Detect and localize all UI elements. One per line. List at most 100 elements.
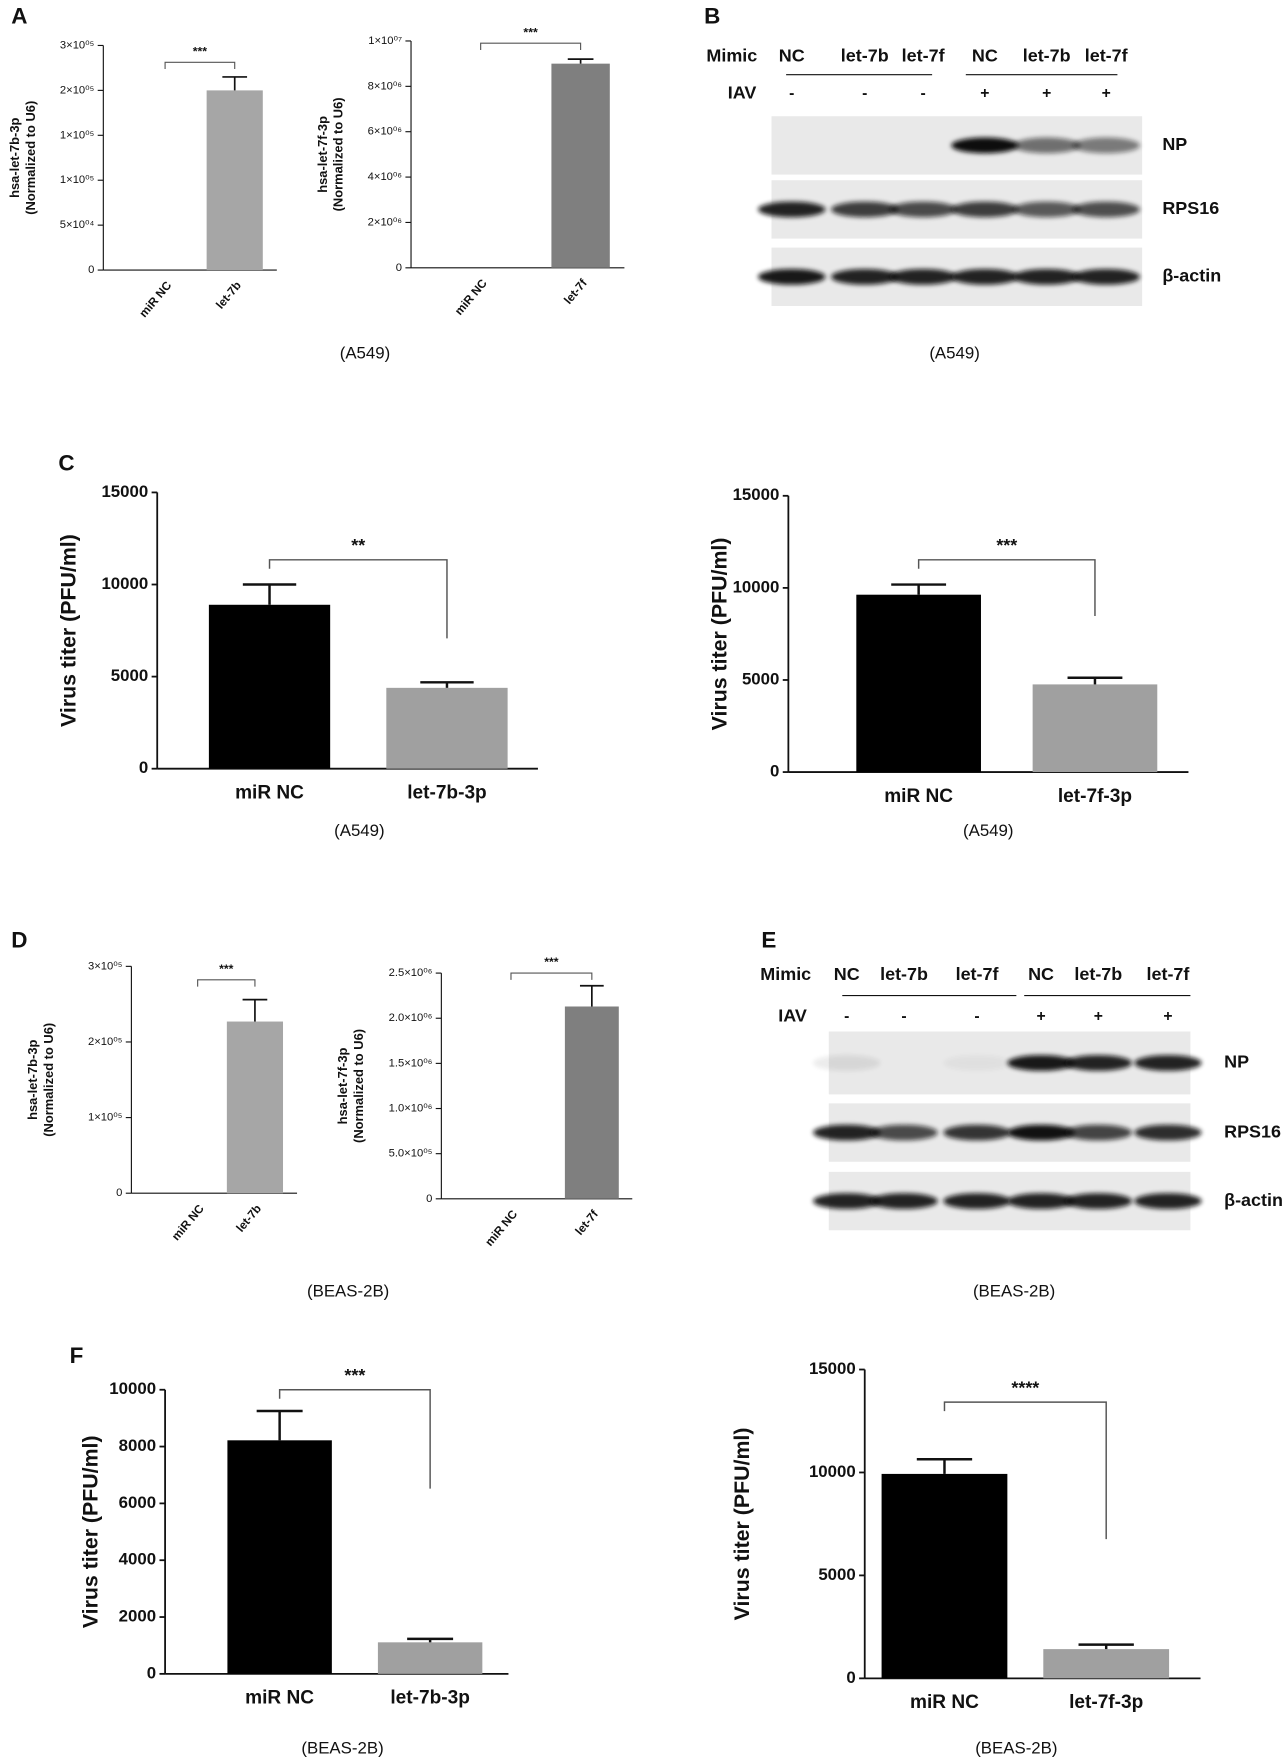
x-tick-label: miR NC (170, 1202, 208, 1243)
lane-label: let-7f (902, 45, 946, 65)
blot-band (813, 1055, 881, 1071)
y-axis-label: hsa-let-7b-3p (7, 117, 22, 197)
significance-label: *** (193, 44, 208, 58)
blot-band (1007, 1193, 1075, 1209)
iav-sign: + (1094, 1008, 1103, 1025)
y-tick-label: 4000 (119, 1550, 156, 1569)
y-axis-label: hsa-let-7b-3p (25, 1040, 40, 1120)
y-axis-label: (Normalized to U6) (23, 101, 38, 215)
y-axis-label: hsa-let-7f-3p (335, 1047, 350, 1124)
panel-label: D (11, 928, 27, 953)
error-bar (222, 76, 248, 91)
bar (551, 63, 610, 268)
significance-label: *** (544, 955, 559, 969)
blot-band (951, 201, 1019, 218)
significance-bracket (197, 979, 256, 987)
bar (856, 594, 981, 773)
caption: (A549) (340, 344, 391, 363)
iav-sign: - (974, 1008, 979, 1025)
y-tick-label: 0 (116, 1187, 122, 1199)
error-bar (916, 1458, 973, 1474)
significance-bracket (510, 972, 593, 980)
y-tick-label: 0 (846, 1668, 855, 1687)
y-axis-label: hsa-let-7f-3p (315, 116, 330, 193)
blot-band (813, 1193, 881, 1209)
lane-label: NC (779, 45, 805, 65)
blot-band (1007, 1124, 1075, 1141)
y-tick-label: 1.5×10⁰⁶ (389, 1057, 433, 1069)
y-tick-label: 0 (88, 264, 94, 276)
x-tick-label: miR NC (245, 1688, 314, 1709)
blot-band (758, 201, 826, 218)
blot-band (943, 1055, 1011, 1071)
iav-sign: + (980, 85, 989, 102)
x-tick-label: miR NC (483, 1207, 521, 1248)
y-tick-label: 1×10⁰⁵ (60, 174, 94, 186)
lane-label: let-7b (880, 964, 928, 984)
y-axis-label: (Normalized to U6) (331, 97, 346, 211)
iav-sign: - (921, 85, 926, 102)
y-tick-label: 2.5×10⁰⁶ (389, 967, 433, 979)
panel-label: E (761, 928, 776, 953)
y-axis-label: Virus titer (PFU/ml) (708, 538, 732, 731)
y-tick-label: 0 (770, 762, 779, 781)
band-label: NP (1162, 134, 1187, 154)
panel-label: C (58, 450, 74, 475)
blot-band (831, 201, 899, 218)
iav-label: IAV (728, 83, 757, 103)
iav-sign: - (901, 1008, 906, 1025)
caption: (BEAS-2B) (301, 1739, 383, 1758)
y-tick-label: 1×10⁰⁷ (368, 35, 402, 47)
blot-band (1072, 137, 1140, 154)
x-tick-label: let-7b-3p (407, 782, 487, 803)
bar (386, 687, 508, 769)
lane-label: NC (1028, 964, 1054, 984)
bar (1043, 1649, 1170, 1679)
significance-bracket (917, 559, 1096, 616)
blot-band (1064, 1124, 1133, 1141)
band-label: RPS16 (1224, 1121, 1281, 1141)
y-tick-label: 1×10⁰⁵ (88, 1112, 122, 1124)
blot-band (831, 268, 899, 285)
y-tick-label: 10000 (809, 1462, 856, 1481)
y-tick-label: 0 (426, 1193, 432, 1205)
bar (227, 1440, 332, 1674)
bar (206, 90, 263, 271)
lane-label: let-7f (1085, 45, 1129, 65)
bar (881, 1473, 1008, 1679)
blot-band (1012, 201, 1081, 218)
y-tick-label: 1×10⁰⁵ (60, 129, 94, 141)
blot-band (758, 268, 826, 285)
error-bar (579, 984, 604, 1007)
lane-label: NC (972, 45, 998, 65)
x-tick-label: let-7f-3p (1058, 786, 1132, 807)
x-tick-label: let-7b (214, 279, 244, 311)
y-tick-label: 0 (396, 262, 402, 274)
y-axis-label: Virus titer (PFU/ml) (79, 1435, 103, 1628)
lane-label: let-7f (1147, 964, 1191, 984)
error-bar (891, 583, 947, 595)
y-axis-label: (Normalized to U6) (351, 1029, 366, 1143)
y-tick-label: 15000 (101, 482, 148, 501)
x-tick-label: let-7b-3p (390, 1688, 470, 1709)
significance-bracket (480, 42, 582, 50)
iav-sign: - (789, 85, 794, 102)
blot-band (870, 1193, 938, 1209)
y-tick-label: 8000 (119, 1436, 156, 1455)
error-bar (242, 583, 297, 605)
blot-band (1064, 1193, 1133, 1209)
y-axis-label: (Normalized to U6) (41, 1023, 56, 1137)
panel-label: A (11, 3, 27, 28)
y-tick-label: 6×10⁰⁶ (368, 126, 402, 138)
y-tick-label: 2×10⁰⁵ (88, 1036, 122, 1048)
significance-label: **** (1011, 1377, 1039, 1397)
x-tick-label: miR NC (235, 782, 304, 803)
blot-band (1012, 137, 1081, 154)
significance-label: *** (344, 1365, 365, 1385)
y-tick-label: 5.0×10⁰⁵ (389, 1148, 433, 1160)
y-tick-label: 5000 (111, 666, 148, 685)
y-tick-label: 6000 (119, 1493, 156, 1512)
blot-band (943, 1124, 1011, 1141)
x-tick-label: let-7f-3p (1069, 1692, 1143, 1713)
blot-band (1134, 1124, 1202, 1141)
